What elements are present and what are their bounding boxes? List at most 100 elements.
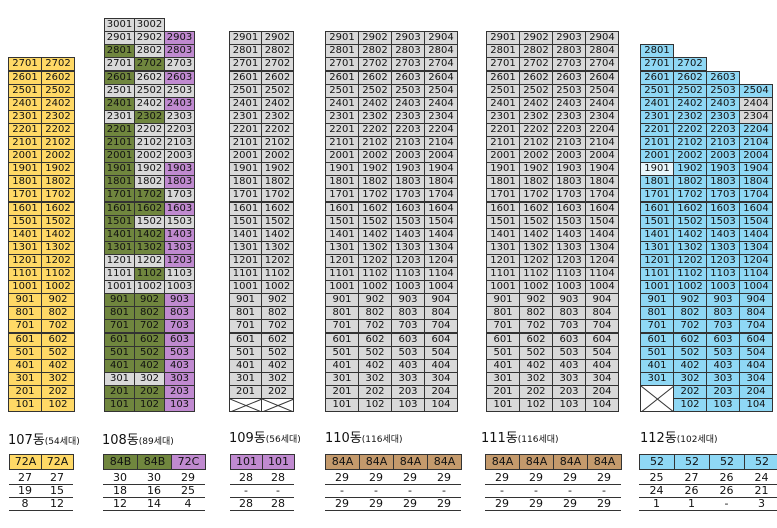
unit-cell: 804 xyxy=(585,306,619,321)
unit-count: 29 xyxy=(369,471,383,484)
unit-cell: 2404 xyxy=(424,96,458,111)
unit-cell: 1502 xyxy=(358,214,392,229)
unit-cell: 401 xyxy=(486,358,520,373)
unit-cell: 2701 xyxy=(229,57,262,72)
unit-count: 29 xyxy=(403,471,417,484)
unit-cell: 701 xyxy=(325,319,359,334)
unit-cell: 1203 xyxy=(164,253,195,268)
unit-cell: 602 xyxy=(519,332,553,347)
unit-cell: 502 xyxy=(134,345,165,360)
unit-cell: 804 xyxy=(424,306,458,321)
unit-cell: 2601 xyxy=(8,70,42,85)
unit-cell: 1902 xyxy=(673,162,707,177)
unit-cell: 2104 xyxy=(424,136,458,151)
unit-cell: 803 xyxy=(391,306,425,321)
unit-cell: 2001 xyxy=(8,149,42,164)
unit-cell: 2302 xyxy=(673,109,707,124)
unit-cell: 1403 xyxy=(552,227,586,242)
unit-cell: 1002 xyxy=(519,280,553,295)
unit-cell: 303 xyxy=(164,371,195,386)
unit-cell: 1501 xyxy=(104,214,135,229)
unit-cell: 102 xyxy=(519,398,553,413)
unit-cell: 2002 xyxy=(358,149,392,164)
unit-cell: 2202 xyxy=(519,122,553,137)
unit-cell: 1003 xyxy=(552,280,586,295)
unit-cell: 303 xyxy=(706,371,740,386)
summary-divider xyxy=(9,510,73,511)
household-count: (116세대) xyxy=(517,435,559,445)
unit-cell: 302 xyxy=(41,371,75,386)
unit-cell: 501 xyxy=(325,345,359,360)
cross-mark-icon xyxy=(230,399,261,412)
unit-cell: 501 xyxy=(104,345,135,360)
unit-cell: 202 xyxy=(134,384,165,399)
unit-cell: 1201 xyxy=(104,253,135,268)
unit-cell: 1804 xyxy=(424,175,458,190)
unit-cell: 202 xyxy=(358,384,392,399)
unit-cell: 302 xyxy=(358,371,392,386)
unit-cell: 701 xyxy=(640,319,674,334)
unit-cell: 601 xyxy=(229,332,262,347)
unit-cell: 2403 xyxy=(552,96,586,111)
summary-divider xyxy=(485,484,621,485)
unit-cell: 1502 xyxy=(134,214,165,229)
unit-count: 29 xyxy=(335,471,349,484)
unit-cell: 703 xyxy=(164,319,195,334)
unit-cell: 2101 xyxy=(486,136,520,151)
unit-cell: 1701 xyxy=(640,188,674,203)
unit-count: 29 xyxy=(529,497,543,510)
unit-cell: 401 xyxy=(104,358,135,373)
unit-cell: 2801 xyxy=(640,44,674,59)
unit-cell: 1301 xyxy=(325,240,359,255)
unit-cell: 1703 xyxy=(552,188,586,203)
unit-cell: 2102 xyxy=(673,136,707,151)
unit-cell: 704 xyxy=(424,319,458,334)
unit-cell: 1302 xyxy=(134,240,165,255)
unit-count: 29 xyxy=(403,497,417,510)
unit-cell: 2901 xyxy=(104,31,135,46)
unit-cell: 1202 xyxy=(519,253,553,268)
unit-cell: 2601 xyxy=(325,70,359,85)
unit-cell: 1503 xyxy=(391,214,425,229)
unit-cell: 2104 xyxy=(585,136,619,151)
unit-cell: 301 xyxy=(229,371,262,386)
unit-cell: 103 xyxy=(164,398,195,413)
unit-cell: 2902 xyxy=(134,31,165,46)
unit-count: 29 xyxy=(529,471,543,484)
unit-cell: 102 xyxy=(41,398,75,413)
unit-cell: 1802 xyxy=(519,175,553,190)
unit-cell: 1104 xyxy=(424,267,458,282)
unit-count: - xyxy=(500,484,504,497)
vacant-unit-cell xyxy=(640,384,674,413)
unit-cell: 902 xyxy=(41,293,75,308)
unit-cell: 102 xyxy=(134,398,165,413)
unit-cell: 2702 xyxy=(673,57,707,72)
unit-cell: 1103 xyxy=(391,267,425,282)
unit-cell: 603 xyxy=(391,332,425,347)
unit-cell: 1004 xyxy=(739,280,773,295)
unit-cell: 602 xyxy=(358,332,392,347)
unit-count: 29 xyxy=(181,471,195,484)
unit-cell: 203 xyxy=(706,384,740,399)
unit-cell: 2203 xyxy=(391,122,425,137)
unit-cell: 2701 xyxy=(104,57,135,72)
unit-count: - xyxy=(724,497,729,510)
unit-cell: 2303 xyxy=(164,109,195,124)
unit-cell: 3001 xyxy=(104,18,135,33)
unit-cell: 1903 xyxy=(164,162,195,177)
unit-cell: 301 xyxy=(640,371,674,386)
unit-cell: 2801 xyxy=(325,44,359,59)
unit-cell: 2502 xyxy=(134,83,165,98)
unit-count: - xyxy=(244,484,248,497)
unit-cell: 2202 xyxy=(673,122,707,137)
unit-cell: 601 xyxy=(104,332,135,347)
unit-count: - xyxy=(374,484,378,497)
unit-cell: 801 xyxy=(8,306,42,321)
unit-type-badge: 52 xyxy=(744,454,777,470)
unit-cell: 2501 xyxy=(229,83,262,98)
unit-cell: 2103 xyxy=(706,136,740,151)
unit-cell: 1703 xyxy=(164,188,195,203)
unit-cell: 701 xyxy=(486,319,520,334)
unit-cell: 2102 xyxy=(358,136,392,151)
unit-cell: 504 xyxy=(739,345,773,360)
